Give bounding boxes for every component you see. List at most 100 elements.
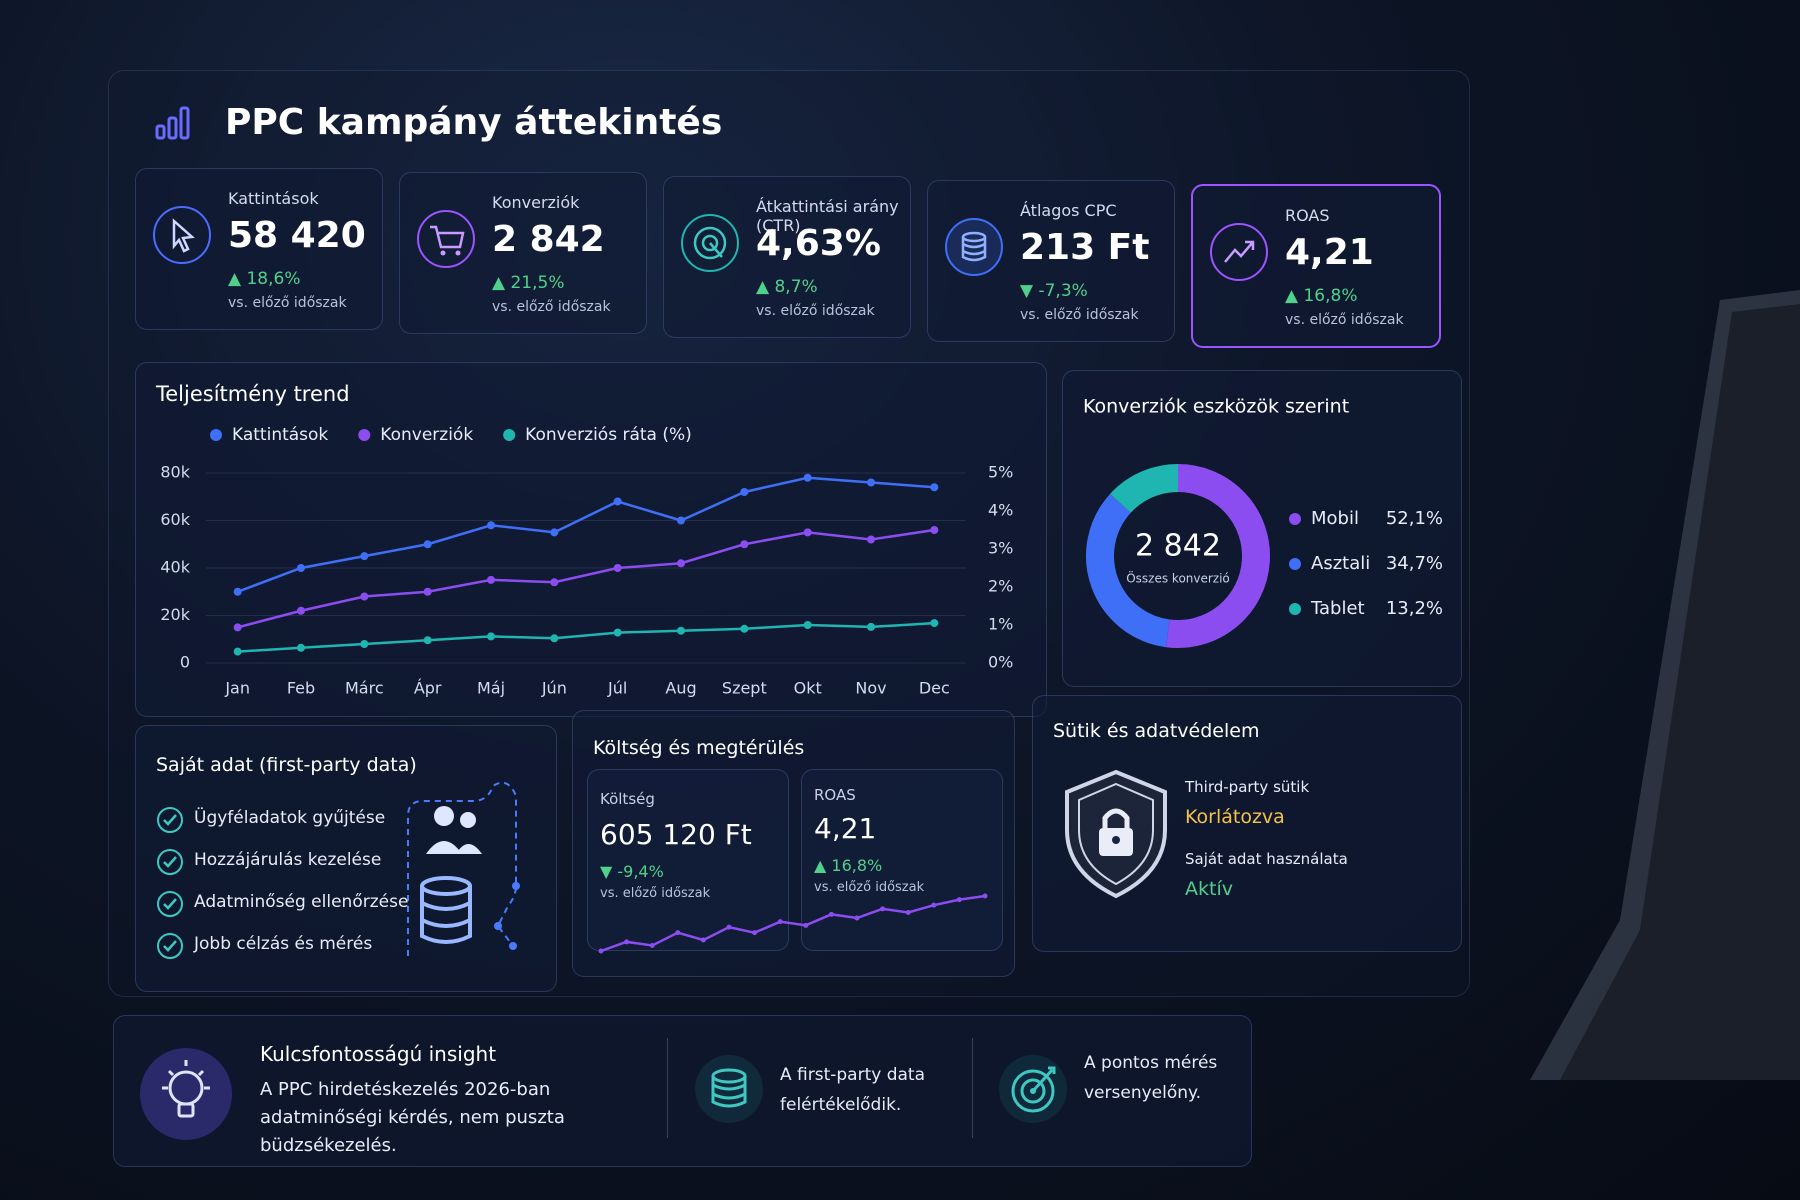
roas-label: ROAS: [814, 786, 856, 804]
series-point: [677, 626, 685, 635]
own-status: Aktív: [1185, 878, 1233, 900]
series-point: [867, 535, 875, 544]
series-point: [930, 526, 939, 534]
laptop: [1530, 290, 1800, 1080]
card-title: Sütik és adatvédelem: [1053, 720, 1260, 742]
y-tick-label: 80k: [160, 463, 190, 482]
kpi-card: ROAS 4,21 ▲ 16,8% vs. előző időszak: [1191, 184, 1441, 348]
series-point: [550, 528, 559, 537]
series-point: [297, 606, 305, 615]
cost-change: ▼ -9,4%: [600, 862, 664, 881]
sparkline-point: [905, 910, 911, 915]
series-point: [487, 575, 495, 584]
devices-card: Konverziók eszközök szerint 2 842 Összes…: [1062, 370, 1462, 687]
series-point: [803, 473, 812, 482]
donut-chart: Konverziók eszközök szerint 2 842 Összes…: [1083, 396, 1443, 648]
x-tick-label: Márc: [345, 679, 384, 698]
check-icon: [157, 807, 183, 833]
kpi-value: 2 842: [492, 219, 605, 260]
kpi-note: vs. előző időszak: [1020, 307, 1139, 323]
sparkline-point: [649, 943, 655, 948]
third-party-status: Korlátozva: [1185, 806, 1285, 828]
sparkline-point: [854, 915, 860, 921]
y2-tick-label: 3%: [988, 539, 1013, 558]
center-label: Összes konverzió: [1126, 570, 1230, 586]
series-point: [740, 488, 749, 496]
trend-chart: Teljesítmény trend 0 20k 40k 60k 80k 0% 1% 2% 3%…: [155, 382, 1013, 698]
value-label: 34,7%: [1386, 553, 1443, 574]
data-illustration: [407, 781, 520, 956]
legend-swatch: [358, 429, 371, 441]
y2-tick-label: 5%: [988, 463, 1013, 482]
value-label: 13,2%: [1386, 598, 1443, 619]
cost-card: Költség és megtérülés Költség 605 120 Ft…: [572, 710, 1015, 977]
donut-segment: [1086, 493, 1171, 648]
legend-swatch: [1289, 558, 1301, 570]
kpi-change: ▲ 16,8%: [1285, 286, 1358, 306]
sparkline-point: [931, 902, 937, 908]
card-title: Saját adat (first-party data): [156, 754, 417, 776]
kpi-note: vs. előző időszak: [492, 299, 611, 315]
series-point: [613, 628, 622, 637]
series-point: [360, 552, 369, 561]
checklist-item: Jobb célzás és mérés: [194, 934, 373, 954]
sparkline-point: [598, 948, 604, 954]
card-title: Költség és megtérülés: [593, 737, 805, 759]
series-point: [867, 478, 875, 487]
cookies-card: Sütik és adatvédelem Third-party sütik K…: [1032, 695, 1462, 952]
x-tick-label: Dec: [919, 679, 950, 698]
series-line: [237, 528, 935, 629]
roas-box: ROAS 4,21 ▲ 16,8% vs. előző időszak: [801, 769, 1003, 951]
y2-tick-label: 4%: [988, 501, 1013, 520]
divider: [972, 1038, 973, 1138]
x-tick-label: Máj: [477, 679, 505, 698]
sparkline-point: [956, 897, 962, 903]
series-point: [677, 559, 685, 568]
kpi-value: 4,63%: [756, 223, 881, 264]
sparkline-point: [700, 937, 706, 943]
y2-tick-label: 1%: [988, 615, 1013, 634]
series-point: [930, 619, 939, 628]
x-tick-label: Aug: [665, 679, 696, 698]
series-point: [677, 516, 685, 525]
sparkline-point: [982, 893, 988, 899]
divider: [667, 1038, 668, 1138]
kpi-value: 58 420: [228, 215, 366, 256]
kpi-label: Konverziók: [492, 193, 580, 212]
kpi-change: ▲ 21,5%: [492, 273, 565, 293]
legend-label: Tablet: [1310, 598, 1365, 619]
y-tick-label: 40k: [160, 558, 190, 577]
kpi-icon: [1210, 223, 1268, 281]
kpi-label: Átlagos CPC: [1020, 201, 1117, 220]
x-tick-label: Okt: [794, 679, 822, 698]
sparkline-point: [624, 939, 630, 945]
checklist-item: Adatminőség ellenőrzése: [194, 892, 409, 912]
y-tick-label: 0: [180, 653, 190, 672]
center-value: 2 842: [1135, 529, 1221, 564]
legend-swatch: [210, 429, 222, 441]
kpi-card: Átlagos CPC 213 Ft ▼ -7,3% vs. előző idősza…: [927, 180, 1175, 342]
sparkline: [598, 893, 988, 954]
legend-swatch: [1289, 603, 1301, 615]
kpi-value: 4,21: [1285, 232, 1374, 273]
kpi-change: ▼ -7,3%: [1020, 281, 1088, 301]
y2-tick-label: 0%: [988, 653, 1013, 672]
legend-label: Mobil: [1311, 508, 1359, 529]
third-party-label: Third-party sütik: [1185, 778, 1310, 796]
cost-note: vs. előző időszak: [600, 886, 711, 901]
kpi-card: Konverziók 2 842 ▲ 21,5% vs. előző időszak: [399, 172, 647, 334]
series-point: [360, 592, 369, 601]
sparkline-line: [600, 894, 986, 953]
roas-note: vs. előző időszak: [814, 880, 925, 895]
series-point: [297, 564, 305, 572]
x-tick-label: Jún: [541, 679, 567, 698]
kpi-icon: [153, 206, 211, 264]
series-line: [237, 621, 935, 653]
donut-segment: [1110, 464, 1179, 514]
chart-title: Konverziók eszközök szerint: [1083, 396, 1349, 418]
series-point: [360, 640, 369, 648]
x-tick-label: Ápr: [414, 679, 442, 698]
series-point: [423, 636, 432, 645]
check-icon: [157, 849, 183, 875]
